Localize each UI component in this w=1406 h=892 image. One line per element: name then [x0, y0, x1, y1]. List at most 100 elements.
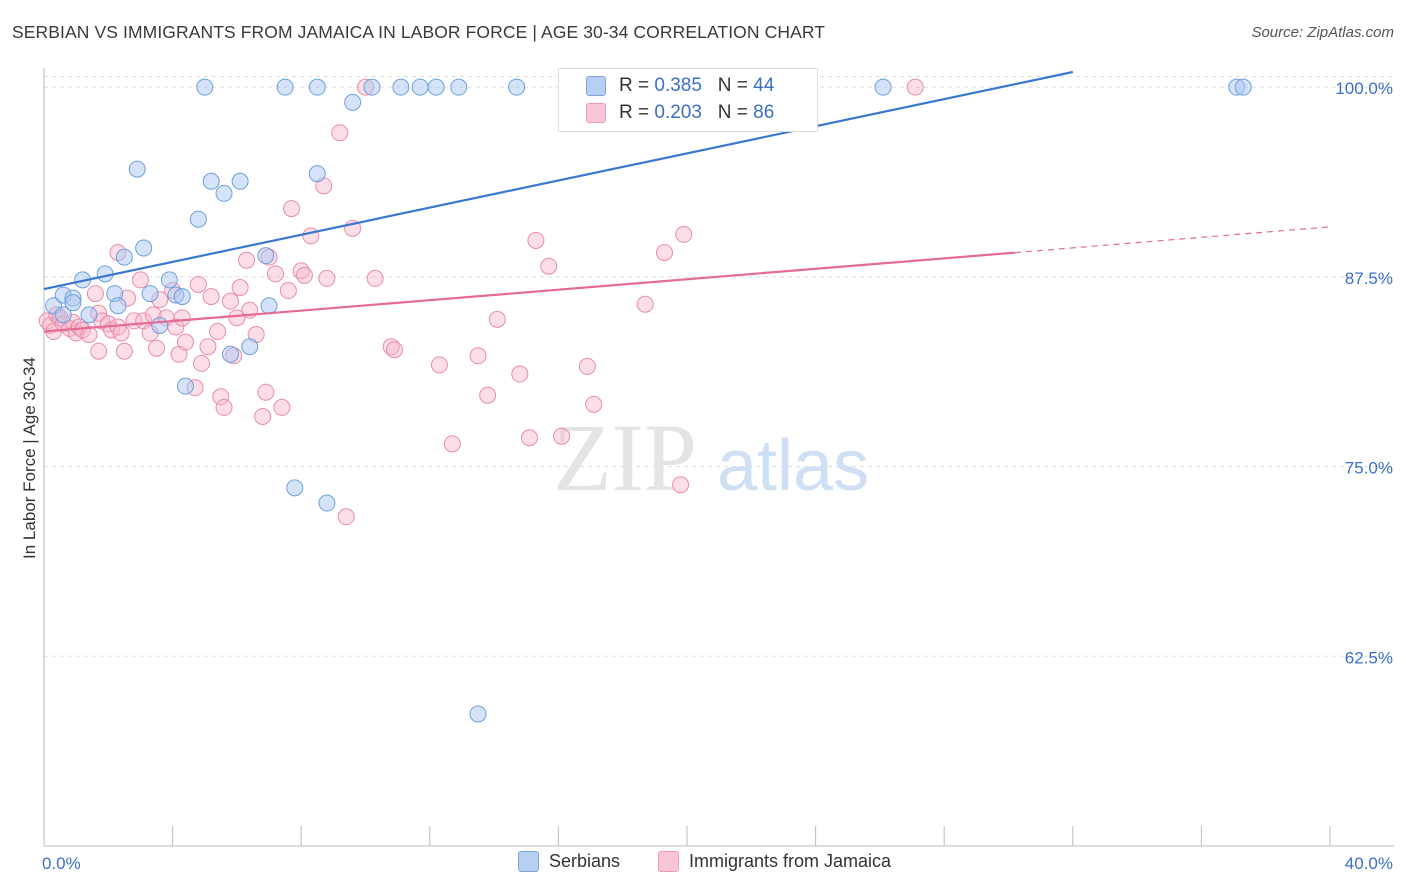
jamaica-point: [443, 435, 461, 453]
jamaica-point: [366, 269, 384, 287]
serbians-point: [241, 338, 259, 356]
stats-row-serbians: R = 0.385 N = 44: [586, 74, 774, 98]
serbians-point: [427, 78, 445, 96]
jamaica-point: [318, 269, 336, 287]
serbians-point: [215, 184, 233, 202]
serbians-trend-line: [43, 70, 1074, 291]
legend-swatch-jamaica: [658, 851, 679, 872]
serbians-point: [508, 78, 526, 96]
tick-labels: 62.5% 75.0% 87.5% 100.0% 0.0% 40.0%: [42, 79, 1393, 873]
jamaica-point: [80, 326, 98, 344]
jamaica-point: [221, 292, 239, 310]
serbians-point: [392, 78, 410, 96]
jamaica-point: [199, 338, 217, 356]
serbians-point: [128, 160, 146, 178]
jamaica-trend-line: [43, 251, 1016, 333]
jamaica-point: [176, 333, 194, 351]
n-value-jamaica: 86: [753, 102, 775, 123]
jamaica-point: [115, 342, 133, 360]
jamaica-point: [331, 124, 349, 142]
jamaica-point: [540, 257, 558, 275]
serbians-point: [308, 165, 326, 183]
jamaica-point: [279, 282, 297, 300]
x-tick-label-max: 40.0%: [1345, 854, 1393, 873]
serbians-swatch: [586, 76, 606, 96]
legend-label-jamaica: Immigrants from Jamaica: [689, 851, 892, 871]
jamaica-point: [578, 357, 596, 375]
watermark-atlas: atlas: [717, 426, 869, 506]
jamaica-point: [112, 324, 130, 342]
jamaica-point: [212, 388, 230, 406]
jamaica-point: [385, 341, 403, 359]
serbians-point: [469, 705, 487, 723]
series-jamaica-points: [38, 78, 924, 526]
n-label-jamaica: N =: [717, 102, 754, 123]
jamaica-point: [675, 225, 693, 243]
watermark-zip: ZIP: [553, 404, 697, 511]
chart-title: SERBIAN VS IMMIGRANTS FROM JAMAICA IN LA…: [12, 22, 826, 42]
y-axis-label: In Labor Force | Age 30-34: [20, 357, 39, 559]
jamaica-point: [173, 309, 191, 327]
serbians-point: [54, 306, 72, 324]
r-label-serbians: R =: [619, 75, 655, 96]
serbians-point: [231, 172, 249, 190]
jamaica-point: [209, 323, 227, 341]
serbians-point: [257, 247, 275, 265]
jamaica-point: [520, 429, 538, 447]
jamaica-point: [189, 275, 207, 293]
x-tick-label-min: 0.0%: [42, 854, 81, 873]
gridlines: [44, 76, 1394, 657]
r-label-jamaica: R =: [619, 102, 655, 123]
legend-label-serbians: Serbians: [549, 851, 621, 871]
jamaica-point: [215, 398, 233, 416]
serbians-point: [276, 78, 294, 96]
jamaica-point: [148, 339, 166, 357]
jamaica-point: [488, 310, 506, 328]
y-tick-label: 100.0%: [1335, 79, 1393, 98]
y-tick-label: 62.5%: [1345, 648, 1393, 667]
jamaica-point: [193, 354, 211, 372]
axes: [43, 68, 1394, 847]
jamaica-swatch: [586, 103, 606, 123]
jamaica-point: [90, 342, 108, 360]
legend-swatch-serbians: [518, 851, 539, 872]
jamaica-point: [254, 408, 272, 426]
jamaica-point: [655, 244, 673, 262]
legend-item-serbians[interactable]: Serbians: [518, 851, 620, 872]
jamaica-point: [273, 398, 291, 416]
jamaica-point: [553, 427, 571, 445]
jamaica-point: [906, 78, 924, 96]
serbians-point: [151, 316, 169, 334]
jamaica-point: [38, 312, 56, 330]
stats-row-jamaica: R = 0.203 N = 86: [586, 101, 775, 125]
serbians-point: [196, 78, 214, 96]
serbians-point: [109, 297, 127, 315]
jamaica-point: [527, 231, 545, 249]
serbians-point: [318, 494, 336, 512]
jamaica-point: [430, 356, 448, 374]
jamaica-point: [238, 251, 256, 269]
jamaica-point: [585, 395, 603, 413]
series-legend: Serbians Immigrants from Jamaica: [0, 851, 1406, 877]
watermark: ZIP atlas: [553, 404, 869, 511]
jamaica-point: [292, 262, 310, 280]
jamaica-point: [202, 288, 220, 306]
legend-item-jamaica[interactable]: Immigrants from Jamaica: [658, 851, 891, 872]
jamaica-point: [302, 227, 320, 245]
jamaica-point: [469, 347, 487, 365]
r-value-jamaica: 0.203: [654, 102, 702, 123]
serbians-point: [344, 93, 362, 111]
stats-legend: R = 0.385 N = 44 R = 0.203 N = 86: [558, 68, 818, 132]
serbians-point: [1234, 78, 1252, 96]
serbians-point: [202, 172, 220, 190]
jamaica-point: [228, 309, 246, 327]
series-serbians-points: [45, 78, 1252, 723]
r-value-serbians: 0.385: [654, 75, 702, 96]
jamaica-point: [283, 200, 301, 218]
n-label-serbians: N =: [717, 75, 754, 96]
jamaica-point: [266, 265, 284, 283]
y-tick-label: 87.5%: [1345, 269, 1393, 288]
serbians-point: [176, 377, 194, 395]
jamaica-point: [86, 285, 104, 303]
